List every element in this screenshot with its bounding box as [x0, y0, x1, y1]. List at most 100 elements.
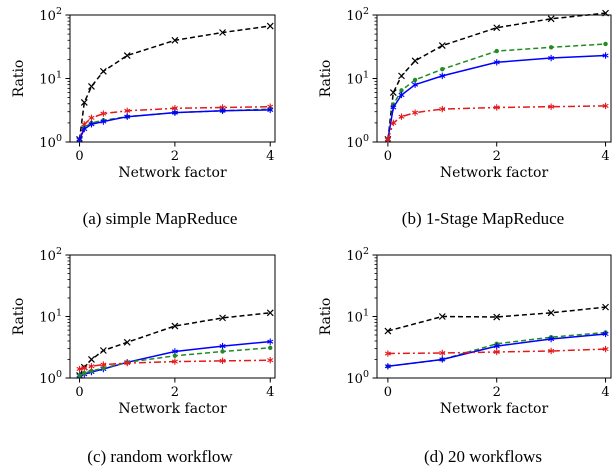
data-point-star [390, 119, 397, 127]
data-point-star [602, 330, 609, 338]
y-tick-label: 102 [39, 246, 62, 264]
y-tick-label: 100 [39, 133, 62, 151]
data-point-star [548, 335, 555, 343]
data-point-star [493, 348, 500, 356]
data-point-star [88, 121, 95, 128]
x-tick-label: 2 [171, 149, 179, 164]
x-tick-label: 4 [266, 385, 274, 400]
data-point-dot [412, 77, 418, 83]
data-point-star [100, 118, 107, 125]
plot-frame [69, 254, 276, 379]
data-point-star [548, 103, 555, 110]
data-point-star [412, 109, 419, 116]
data-point-dot [603, 41, 608, 47]
x-tick-label: 4 [266, 149, 274, 164]
data-point-dot [548, 45, 554, 50]
data-point-star [219, 107, 226, 114]
data-point-x [99, 347, 107, 354]
data-point-x [80, 98, 88, 106]
series-line-1 [387, 306, 606, 332]
data-point-star [267, 356, 274, 364]
x-axis-label: Network factor [118, 401, 227, 417]
data-point-x [493, 24, 501, 32]
series-line-3 [387, 54, 606, 140]
y-tick-label: 100 [346, 369, 369, 387]
data-point-star [88, 114, 95, 122]
data-point-x [171, 322, 179, 330]
x-tick-label: 0 [75, 385, 83, 400]
data-point-star [493, 342, 500, 350]
data-point-dot [268, 345, 273, 350]
data-point-x [547, 15, 555, 23]
y-tick-label: 100 [39, 369, 62, 387]
data-point-star [398, 113, 405, 120]
data-point-x [88, 356, 95, 363]
data-point-star [390, 104, 397, 111]
data-point-x [602, 303, 609, 311]
data-point-star [493, 104, 500, 111]
data-point-star [384, 136, 391, 143]
data-point-dot [172, 353, 178, 358]
data-point-star [100, 110, 107, 117]
chart-panel-2: 100 101 102 0 2 4 Network factor Ratio (b) 1-Sta… [318, 6, 612, 228]
chart-panel-3: 100 101 102 0 2 4 Network factor Ratio (c) rando… [11, 246, 276, 466]
data-point-x [547, 309, 555, 317]
panel-caption: (d) 20 workflows [424, 447, 542, 466]
data-point-star [439, 105, 446, 113]
data-point-star [81, 125, 88, 133]
data-point-star [439, 349, 446, 357]
data-point-dot [82, 370, 87, 376]
chart-panel-4: 100 101 102 0 2 4 Network factor Ratio (d) 20 wo… [318, 246, 612, 466]
y-axis-label: Ratio [318, 298, 334, 336]
data-point-star [384, 363, 391, 370]
data-point-star [124, 113, 131, 120]
x-axis-label: Network factor [440, 165, 549, 181]
x-tick-label: 2 [493, 385, 501, 400]
data-point-x [493, 313, 501, 321]
y-axis-label: Ratio [11, 60, 27, 98]
data-point-dot [220, 349, 225, 354]
series-line-4 [387, 105, 606, 140]
panel-caption: (a) simple MapReduce [83, 209, 238, 228]
data-point-x [88, 83, 95, 90]
data-point-star [88, 363, 95, 370]
y-axis-label: Ratio [11, 298, 27, 336]
data-point-star [439, 72, 446, 80]
data-point-x [171, 36, 179, 44]
data-point-star [412, 81, 419, 88]
x-tick-label: 0 [384, 149, 392, 164]
data-point-x [266, 22, 274, 30]
y-tick-label: 101 [346, 308, 369, 326]
data-point-star [602, 102, 609, 110]
chart-panel-1: 100 101 102 0 2 4 Network factor Ratio (a) simpl… [11, 6, 276, 228]
y-tick-label: 101 [39, 70, 62, 88]
y-tick-label: 102 [39, 6, 62, 24]
x-tick-label: 0 [75, 149, 83, 164]
data-point-star [124, 359, 131, 367]
panel-caption: (b) 1-Stage MapReduce [402, 209, 564, 228]
panel-caption: (c) random workflow [87, 447, 233, 466]
data-point-star [219, 342, 226, 350]
data-point-dot [77, 373, 82, 378]
data-point-dot [399, 88, 404, 93]
data-point-dot [89, 368, 94, 374]
data-point-x [219, 314, 226, 322]
data-point-star [548, 54, 555, 62]
data-point-star [171, 358, 178, 365]
y-axis-label: Ratio [318, 60, 334, 98]
plot-frame [376, 14, 612, 143]
series-line-1 [387, 12, 606, 140]
x-tick-label: 2 [171, 385, 179, 400]
y-tick-label: 100 [346, 133, 369, 151]
x-tick-label: 0 [384, 385, 392, 400]
data-point-dot [494, 48, 499, 54]
data-point-dot [440, 67, 445, 72]
data-point-x [123, 52, 131, 59]
data-point-star [76, 365, 83, 373]
x-tick-label: 4 [601, 385, 609, 400]
x-axis-label: Network factor [440, 401, 549, 417]
x-axis-label: Network factor [118, 165, 227, 181]
series-line-3 [79, 347, 271, 377]
series-line-1 [78, 25, 271, 140]
